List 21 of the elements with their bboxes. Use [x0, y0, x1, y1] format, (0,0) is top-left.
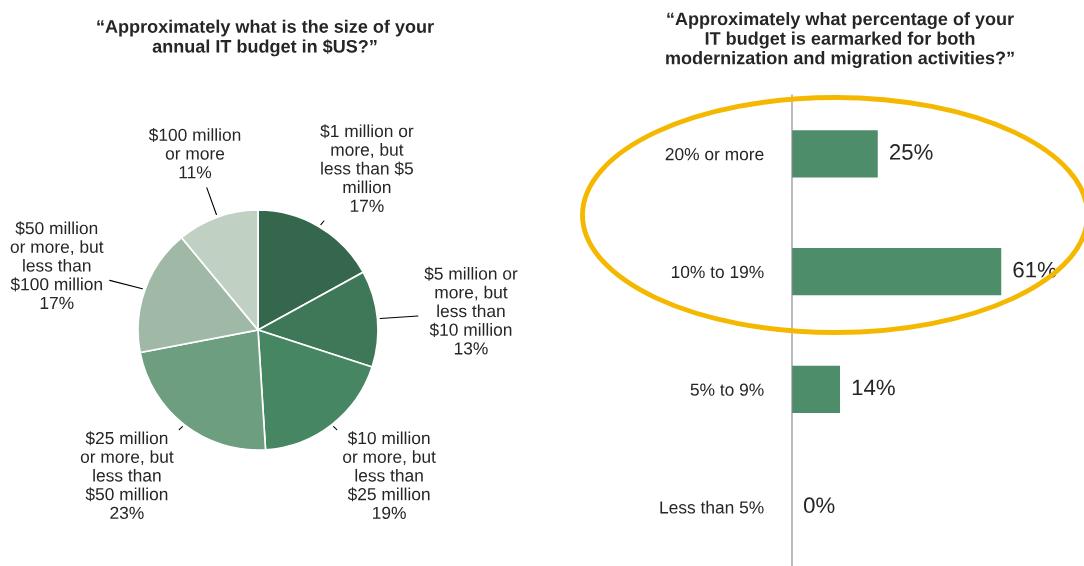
y-tick-label: Less than 5% [660, 500, 764, 514]
slice-label: $100 million or more [148, 127, 241, 160]
y-tick-label: 10% to 19% [671, 265, 764, 279]
slice-label: $10 million or more, but less than $25 million [343, 431, 436, 502]
y-tick-label: 20% or more [665, 148, 764, 161]
data-label: 11% [179, 166, 212, 179]
y-tick-label: 5% to 9% [690, 383, 764, 396]
data-label: 17% [40, 296, 74, 309]
data-label: 25% [889, 144, 933, 160]
data-label: 17% [350, 199, 384, 212]
data-label: 23% [110, 506, 144, 520]
slice-label: $25 million or more, but less than $50 million [80, 431, 174, 502]
slice-label: $1 million or more, but less than $5 million [320, 124, 414, 194]
chart-title: “Approximately what is the size of your annual IT budget in $US?” [97, 19, 434, 57]
data-label: 13% [454, 342, 488, 355]
data-label: 14% [852, 379, 895, 396]
data-label: 0% [803, 497, 835, 514]
slice-label: $5 million or more, but less than $10 million [424, 266, 518, 337]
slice-label: $50 million or more, but less than $100 million [10, 221, 104, 292]
chart-title: “Approximately what percentage of your IT budget is earmarked for both modernization and migration activities?” [666, 12, 1014, 68]
data-label: 19% [373, 506, 406, 520]
